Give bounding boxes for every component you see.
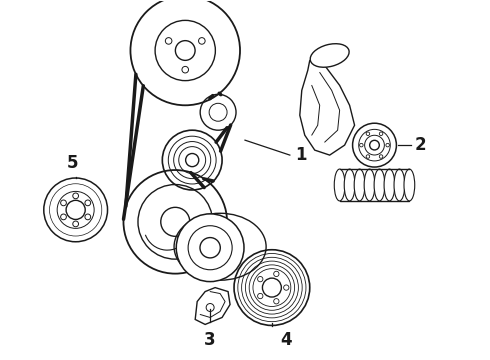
Ellipse shape: [404, 169, 415, 201]
Ellipse shape: [310, 44, 349, 67]
Text: 3: 3: [204, 332, 216, 350]
Ellipse shape: [384, 169, 395, 201]
Text: 2: 2: [415, 136, 426, 154]
Ellipse shape: [354, 169, 365, 201]
Polygon shape: [195, 288, 230, 324]
Ellipse shape: [334, 169, 345, 201]
Text: 1: 1: [295, 146, 306, 164]
Text: 4: 4: [280, 332, 292, 350]
Circle shape: [176, 214, 244, 282]
Ellipse shape: [344, 169, 355, 201]
Ellipse shape: [374, 169, 385, 201]
Ellipse shape: [174, 213, 266, 280]
Polygon shape: [300, 60, 355, 155]
Ellipse shape: [394, 169, 405, 201]
Text: 5: 5: [67, 154, 78, 172]
Ellipse shape: [364, 169, 375, 201]
